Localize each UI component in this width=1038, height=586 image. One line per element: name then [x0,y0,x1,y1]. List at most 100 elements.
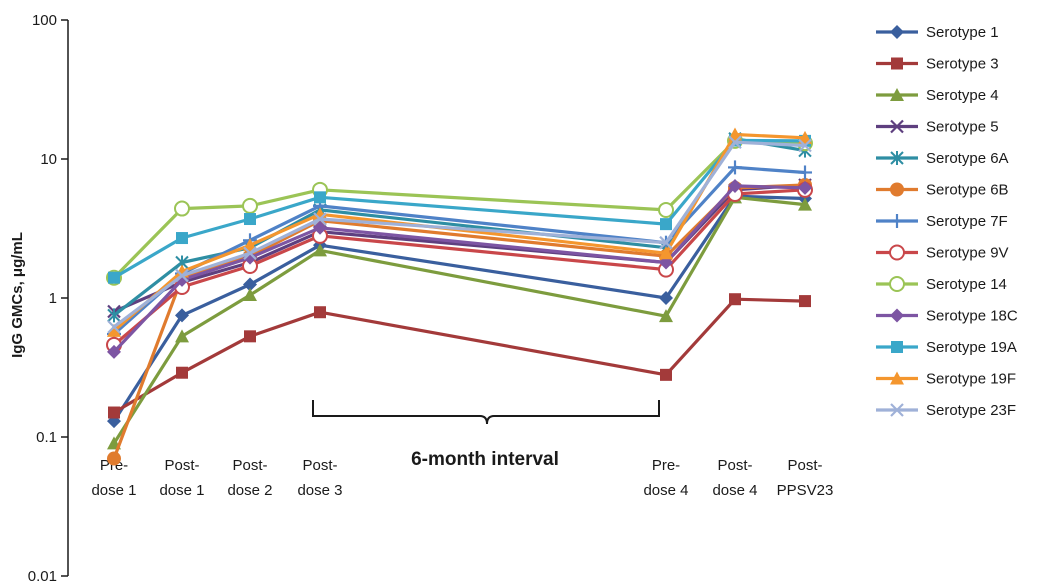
data-point [107,451,121,466]
y-tick-label: 10 [40,151,57,168]
legend-item: Serotype 6B [876,182,1009,199]
x-category-label-line: PPSV23 [777,482,834,499]
data-point [175,329,189,343]
data-point [244,330,256,343]
data-point [176,366,188,379]
data-point [659,291,673,305]
data-point [313,243,327,257]
x-category-label-line: dose 4 [643,482,688,499]
legend-marker [890,214,904,228]
data-point [729,293,741,306]
data-point [108,271,120,284]
data-point [243,288,257,302]
legend-marker [889,244,905,261]
legend-label: Serotype 23F [926,402,1016,419]
data-point [660,218,672,231]
series-line [112,184,806,353]
data-point [243,277,257,292]
x-category-label-line: Post- [164,457,199,474]
legend: Serotype 1 Serotype 3 Serotype 4 Serotype 5… [876,24,1018,419]
data-point [659,309,673,323]
data-point [798,138,812,153]
legend-marker [890,403,904,417]
x-category-label-line: Post- [717,457,752,474]
data-point [107,308,121,323]
data-point [799,295,811,308]
y-axis-title: IgG GMCs, μg/mL [9,232,26,358]
y-tick-label: 1 [49,290,57,307]
data-point [107,320,121,334]
legend-item: Serotype 3 [876,56,999,73]
x-category-label: Post- PPSV23 [777,457,834,499]
legend-marker [890,25,904,39]
data-point [728,135,742,150]
series-serotype-3 [108,293,811,419]
x-category-label-line: Post- [302,457,337,474]
legend-marker [890,308,904,323]
data-point [659,235,673,250]
data-point [175,268,189,283]
legend-label: Serotype 9V [926,245,1009,262]
legend-item: Serotype 1 [876,24,999,41]
legend-item: Serotype 18C [876,308,1018,325]
legend-marker [891,57,903,70]
legend-marker [890,88,904,101]
y-tick-label: 0.1 [36,429,57,446]
x-category-label: Post-dose 4 [712,457,757,499]
legend-item: Serotype 7F [876,213,1008,230]
legend-marker [890,151,904,165]
legend-marker [889,276,905,292]
series-serotype-19f [107,127,812,337]
series-serotype-19a [108,134,811,284]
data-point [658,201,674,218]
legend-item: Serotype 23F [876,402,1016,419]
legend-label: Serotype 3 [926,56,999,73]
x-category-label-line: dose 2 [227,482,272,499]
x-category-label-line: dose 3 [297,482,342,499]
data-point [107,323,121,337]
x-category-label-line: Post- [787,457,822,474]
interval-bracket-path [312,400,660,425]
legend-label: Serotype 19F [926,371,1016,388]
legend-item: Serotype 14 [876,276,1007,293]
legend-label: Serotype 6B [926,182,1009,199]
x-category-label-line: dose 1 [91,482,136,499]
data-point [174,200,190,217]
x-category-label-line: Pre- [652,457,680,474]
data-point [314,191,326,204]
data-point [728,178,742,193]
legend-marker [890,119,904,134]
data-point [176,232,188,245]
data-point [660,368,672,381]
data-point [313,212,327,226]
legend-label: Serotype 6A [926,150,1009,167]
data-point [798,165,812,180]
data-point [659,246,673,260]
series-group [106,127,813,466]
legend-label: Serotype 5 [926,119,999,136]
legend-label: Serotype 7F [926,213,1008,230]
data-point [243,246,257,260]
series-serotype-23f [107,135,812,334]
legend-label: Serotype 19A [926,339,1017,356]
legend-label: Serotype 1 [926,24,999,41]
data-point [313,220,327,235]
y-tick-label: 100 [32,12,57,29]
legend-item: Serotype 19F [876,371,1016,388]
x-category-label: Post-dose 2 [227,457,272,499]
data-point [175,308,189,323]
interval-bracket: 6-month interval [312,400,660,470]
x-category-label-line: Post- [232,457,267,474]
data-point [108,406,120,419]
data-point [244,213,256,226]
x-category-label: Post-dose 3 [297,457,342,499]
x-category-label-line: dose 4 [712,482,757,499]
legend-item: Serotype 9V [876,244,1009,262]
data-point [728,160,742,175]
data-point [107,344,121,359]
legend-item: Serotype 5 [876,119,999,136]
legend-item: Serotype 6A [876,150,1009,167]
legend-marker [891,341,903,353]
x-category-label-line: dose 1 [159,482,204,499]
